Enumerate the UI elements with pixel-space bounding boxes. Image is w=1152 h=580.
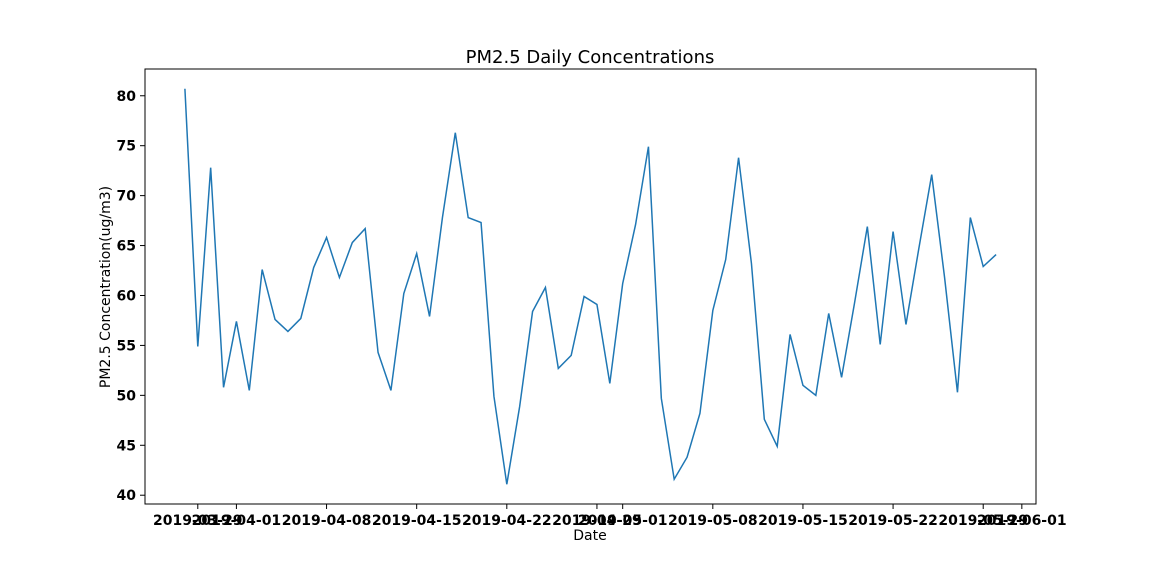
x-tick-label: 2019-04-08 <box>282 513 372 529</box>
x-tick-label: 2019-05-01 <box>578 513 668 529</box>
y-tick-label: 70 <box>117 189 137 205</box>
y-tick-label: 75 <box>117 139 136 155</box>
x-tick-label: 2019-06-01 <box>977 513 1067 529</box>
y-tick-label: 40 <box>117 488 137 504</box>
x-tick-label: 2019-05-15 <box>758 513 848 529</box>
x-tick-label: 2019-03-29 <box>153 513 243 529</box>
y-tick-label: 65 <box>117 239 136 255</box>
x-tick-label: 2019-04-15 <box>372 513 462 529</box>
chart-title: PM2.5 Daily Concentrations <box>466 47 715 68</box>
x-tick-label: 2019-04-29 <box>552 513 642 529</box>
data-line <box>184 88 997 485</box>
x-axis-label: Date <box>573 528 606 544</box>
x-tick-label: 2019-05-22 <box>848 513 938 529</box>
y-tick-label: 50 <box>117 388 137 404</box>
y-tick-label: 80 <box>117 89 137 105</box>
x-tick-label: 2019-05-08 <box>668 513 758 529</box>
y-tick-label: 55 <box>117 338 136 354</box>
x-tick-label: 2019-04-22 <box>462 513 552 529</box>
y-tick-label: 45 <box>117 438 136 454</box>
plot-frame <box>144 68 1037 505</box>
y-axis-label: PM2.5 Concentration(ug/m3) <box>98 186 114 388</box>
x-tick-label: 2019-05-29 <box>938 513 1028 529</box>
y-tick-label: 60 <box>117 288 137 304</box>
x-tick-label: 2019-04-01 <box>192 513 282 529</box>
